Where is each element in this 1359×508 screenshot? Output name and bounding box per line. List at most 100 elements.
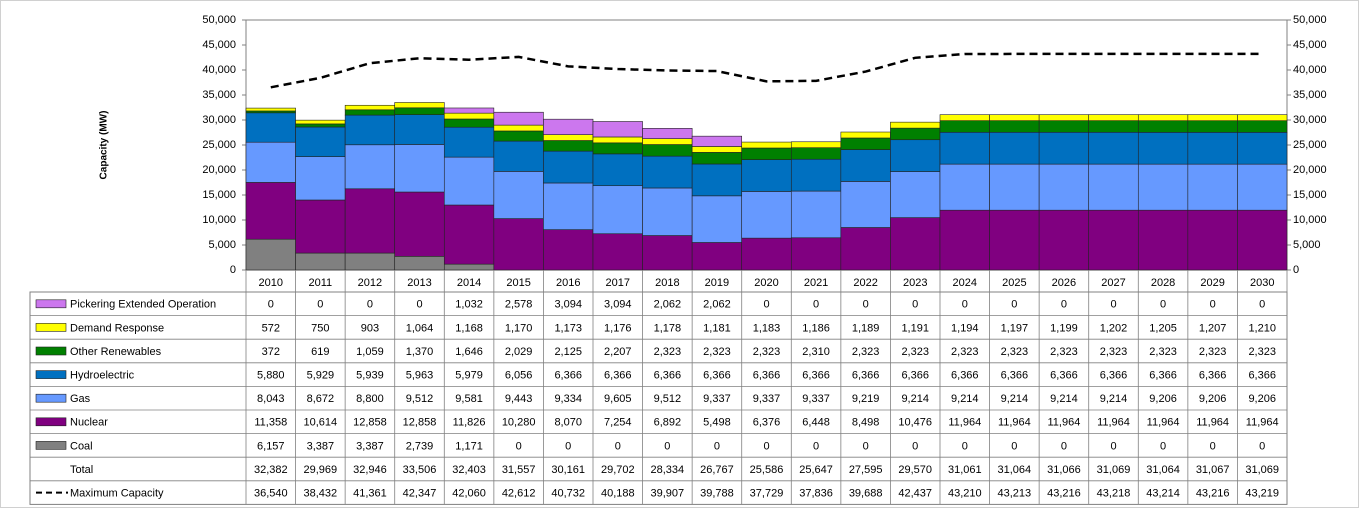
bar-segment bbox=[443, 126, 495, 158]
table-cell: 6,366 bbox=[1199, 370, 1227, 382]
table-cell: 6,366 bbox=[1149, 370, 1177, 382]
table-cell: 6,366 bbox=[1050, 370, 1078, 382]
table-cell: 37,729 bbox=[750, 488, 784, 500]
table-cell: 42,437 bbox=[898, 488, 932, 500]
table-cell: 12,858 bbox=[353, 417, 387, 429]
table-cell: 9,219 bbox=[852, 393, 880, 405]
bar-segment bbox=[989, 114, 1040, 121]
bar-segment bbox=[939, 163, 990, 211]
bar-segment bbox=[443, 107, 495, 114]
bar-segment bbox=[344, 104, 396, 111]
bar-segment bbox=[1187, 209, 1238, 271]
table-cell: 31,066 bbox=[1047, 464, 1081, 476]
table-cell: 6,366 bbox=[1001, 370, 1029, 382]
table-cell: 5,979 bbox=[455, 370, 483, 382]
table-cell: 12,858 bbox=[403, 417, 437, 429]
bar-segment bbox=[989, 131, 1040, 165]
x-tick-label: 2023 bbox=[903, 277, 927, 289]
table-cell: 31,064 bbox=[1146, 464, 1180, 476]
table-cell: 28,334 bbox=[651, 464, 685, 476]
table-cell: 42,347 bbox=[403, 488, 437, 500]
table-cell: 42,612 bbox=[502, 488, 536, 500]
y-tick-label: 10,000 bbox=[202, 214, 236, 226]
legend-label: Pickering Extended Operation bbox=[70, 299, 216, 311]
table-cell: 43,216 bbox=[1047, 488, 1081, 500]
table-cell: 31,061 bbox=[948, 464, 982, 476]
table-cell: 9,581 bbox=[455, 393, 483, 405]
bar-segment bbox=[939, 114, 990, 121]
bar-segment bbox=[642, 187, 693, 236]
bar-segment bbox=[691, 146, 743, 153]
bar-segment bbox=[1237, 209, 1288, 271]
bar-segment bbox=[1038, 163, 1090, 211]
table-cell: 11,964 bbox=[1196, 417, 1229, 429]
table-cell: 31,064 bbox=[998, 464, 1032, 476]
table-cell: 2,062 bbox=[703, 299, 731, 311]
bar-segment bbox=[394, 107, 445, 115]
table-cell: 29,702 bbox=[601, 464, 635, 476]
table-cell: 0 bbox=[1061, 299, 1067, 311]
bar-segment bbox=[592, 153, 643, 187]
table-cell: 2,323 bbox=[1149, 346, 1177, 358]
bar-segment bbox=[1187, 132, 1238, 165]
table-cell: 3,094 bbox=[554, 299, 582, 311]
x-tick-label: 2026 bbox=[1052, 277, 1076, 289]
table-cell: 619 bbox=[311, 346, 329, 358]
table-cell: 9,206 bbox=[1248, 393, 1276, 405]
table-cell: 0 bbox=[912, 440, 918, 452]
table-cell: 11,358 bbox=[254, 417, 287, 429]
bar-segment bbox=[394, 191, 445, 257]
table-cell: 6,376 bbox=[753, 417, 781, 429]
legend-label: Gas bbox=[70, 393, 91, 405]
table-cell: 2,323 bbox=[703, 346, 731, 358]
bar-segment bbox=[295, 119, 346, 125]
table-cell: 6,366 bbox=[604, 370, 632, 382]
table-cell: 9,443 bbox=[505, 393, 533, 405]
y-tick-label: 35,000 bbox=[202, 89, 236, 101]
table-cell: 2,323 bbox=[1001, 346, 1029, 358]
table-cell: 1,207 bbox=[1199, 322, 1227, 334]
table-cell: 0 bbox=[1011, 299, 1017, 311]
table-cell: 6,366 bbox=[703, 370, 731, 382]
y2-tick-label: 30,000 bbox=[1293, 114, 1327, 126]
y-tick-label: 50,000 bbox=[202, 14, 236, 26]
bar-segment bbox=[245, 112, 296, 143]
table-cell: 39,688 bbox=[849, 488, 883, 500]
bar-segment bbox=[245, 182, 296, 240]
bar-segment bbox=[543, 182, 594, 230]
bar-segment bbox=[295, 123, 346, 128]
x-tick-label: 2017 bbox=[606, 277, 630, 289]
table-cell: 25,586 bbox=[750, 464, 784, 476]
bar-segment bbox=[691, 152, 743, 165]
table-cell: 1,197 bbox=[1001, 322, 1029, 334]
x-tick-label: 2015 bbox=[506, 277, 530, 289]
table-cell: 11,964 bbox=[1097, 417, 1130, 429]
bar-segment bbox=[1088, 163, 1139, 211]
table-cell: 41,361 bbox=[353, 488, 387, 500]
bar-segment bbox=[493, 140, 544, 172]
table-cell: 9,337 bbox=[753, 393, 781, 405]
table-cell: 0 bbox=[1210, 440, 1216, 452]
table-cell: 0 bbox=[367, 299, 373, 311]
legend-label: Other Renewables bbox=[70, 346, 162, 358]
table-cell: 5,963 bbox=[406, 370, 434, 382]
table-cell: 11,964 bbox=[998, 417, 1031, 429]
x-tick-label: 2028 bbox=[1151, 277, 1175, 289]
bar-segment bbox=[939, 209, 990, 271]
table-cell: 5,498 bbox=[703, 417, 731, 429]
table-cell: 31,069 bbox=[1097, 464, 1131, 476]
y-tick-label: 15,000 bbox=[202, 189, 236, 201]
table-cell: 11,964 bbox=[1048, 417, 1081, 429]
table-cell: 9,214 bbox=[901, 393, 929, 405]
x-tick-label: 2010 bbox=[259, 277, 283, 289]
table-cell: 8,070 bbox=[554, 417, 582, 429]
bar-segment bbox=[1187, 114, 1238, 122]
table-cell: 0 bbox=[714, 440, 720, 452]
bar-segment bbox=[245, 107, 296, 112]
table-cell: 3,387 bbox=[307, 440, 335, 452]
legend-swatch bbox=[35, 393, 67, 403]
bar-segment bbox=[790, 190, 842, 239]
table-cell: 1,170 bbox=[505, 322, 533, 334]
legend-label: Demand Response bbox=[70, 322, 164, 334]
